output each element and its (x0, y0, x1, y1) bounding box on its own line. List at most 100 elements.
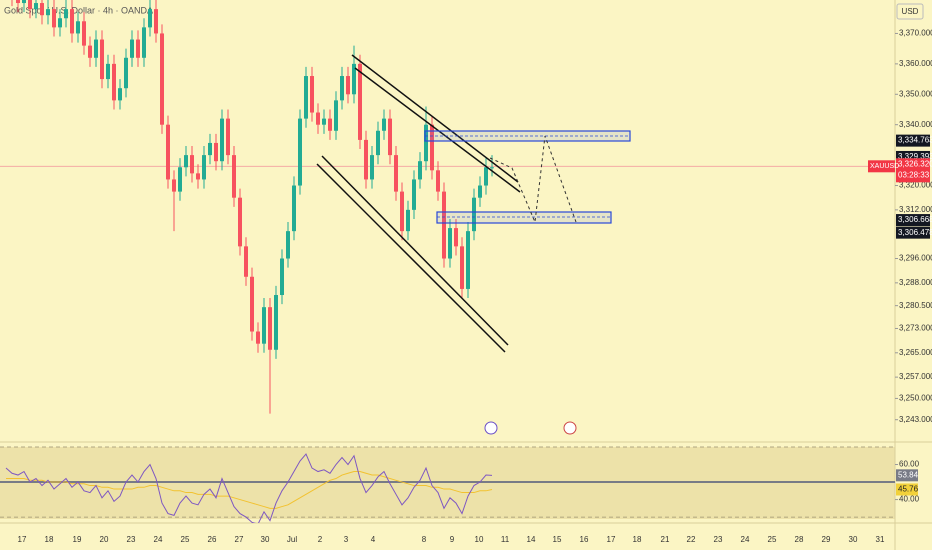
x-tick-label: 25 (768, 535, 777, 544)
candle-body (412, 179, 416, 210)
main-pane (0, 0, 895, 414)
price-tag (896, 226, 930, 239)
y-tick-label: 3,243.000 (899, 415, 932, 424)
channel-line (354, 67, 521, 193)
candle-body (40, 3, 44, 16)
candle-body (88, 45, 92, 58)
candle-body (112, 63, 116, 101)
candle-body (484, 167, 488, 186)
candle-body (196, 173, 200, 180)
x-tick-label: 10 (475, 535, 484, 544)
x-tick-label: 17 (18, 535, 27, 544)
candle-body (58, 18, 62, 28)
x-tick-label: 11 (501, 535, 510, 544)
candle-body (154, 9, 158, 34)
x-tick-label: 18 (45, 535, 54, 544)
x-tick-label: 26 (208, 535, 217, 544)
channel-line (321, 155, 509, 346)
candle-body (286, 231, 290, 259)
candle-body (370, 155, 374, 180)
rsi-ma-tag-label: 45.76 (898, 485, 919, 494)
y-tick-label: 3,360.000 (899, 59, 932, 68)
x-tick-label: 4 (371, 535, 376, 544)
candle-body (490, 167, 494, 169)
candle-body (400, 191, 404, 232)
candle-body (214, 142, 218, 162)
x-tick-label: 16 (580, 535, 589, 544)
candle-body (352, 63, 356, 95)
candle-body (178, 167, 182, 192)
candle-body (244, 246, 248, 277)
candle-body (160, 33, 164, 125)
y-tick-label: 3,273.000 (899, 324, 932, 333)
x-tick-label: 2 (318, 535, 323, 544)
x-tick-label: 9 (450, 535, 455, 544)
candle-body (208, 142, 212, 156)
price-tag-label: 3,334.763 (898, 136, 932, 145)
event-icon[interactable] (484, 421, 498, 435)
candle-body (148, 9, 152, 28)
candle-body (130, 39, 134, 58)
candle-body (418, 161, 422, 180)
candle-body (52, 9, 56, 28)
candle-body (292, 185, 296, 232)
candle-body (220, 118, 224, 162)
candle-body (226, 118, 230, 156)
candle-body (100, 39, 104, 80)
axes: 3,370.000 3,360.000 3,350.000 3,340.000 3,32… (18, 29, 932, 545)
x-tick-label: 22 (687, 535, 696, 544)
candle-body (106, 63, 110, 80)
candle-body (472, 197, 476, 232)
price-tag (896, 214, 930, 227)
candle-body (232, 155, 236, 198)
candle-body (70, 9, 74, 34)
candle-body (460, 246, 464, 289)
currency-box[interactable] (896, 3, 924, 20)
candle-body (310, 76, 314, 113)
x-tick-label: 23 (714, 535, 723, 544)
candle-body (268, 307, 272, 350)
x-tick-label: 30 (849, 535, 858, 544)
symbol-tag (868, 160, 895, 173)
candle-body (136, 39, 140, 58)
candle-body (298, 118, 302, 186)
x-tick-label: 25 (181, 535, 190, 544)
countdown: 03:28:33 (898, 170, 930, 179)
candle-body (22, 0, 26, 4)
candle-body (34, 3, 38, 10)
candle-body (46, 9, 50, 16)
x-tick-label: 17 (607, 535, 616, 544)
candle-body (142, 27, 146, 58)
candle-body (328, 118, 332, 131)
rsi-pane (0, 446, 895, 523)
x-tick-label: 24 (741, 535, 750, 544)
y-tick-label: 3,296.000 (899, 254, 932, 263)
event-icon[interactable] (563, 421, 577, 435)
x-tick-label: 31 (876, 535, 885, 544)
candle-body (448, 228, 452, 259)
candle-body (274, 295, 278, 350)
x-tick-label: 27 (235, 535, 244, 544)
candle-body (28, 0, 32, 10)
last-price-tag (896, 158, 930, 183)
candle-body (94, 39, 98, 58)
price-tag-label: 3,306.478 (898, 228, 932, 237)
price-tag (896, 134, 930, 147)
y-tick-label: 3,340.000 (899, 120, 932, 129)
rsi-line (5, 453, 493, 523)
candle-body (124, 57, 128, 89)
projection-path (489, 135, 577, 224)
candle-body (304, 76, 308, 119)
symbol: XAUUSD (870, 163, 899, 170)
candle-body (424, 124, 428, 162)
candle-body (238, 197, 242, 247)
candle-body (394, 155, 398, 192)
rsi-tag-label: 53.84 (898, 470, 919, 479)
candle-body (388, 118, 392, 156)
y-tick-label: 3,257.000 (899, 372, 932, 381)
candle-body (430, 124, 434, 171)
y-tick-label: 3,265.000 (899, 348, 932, 357)
currency: USD (902, 7, 919, 16)
candle-body (172, 179, 176, 192)
